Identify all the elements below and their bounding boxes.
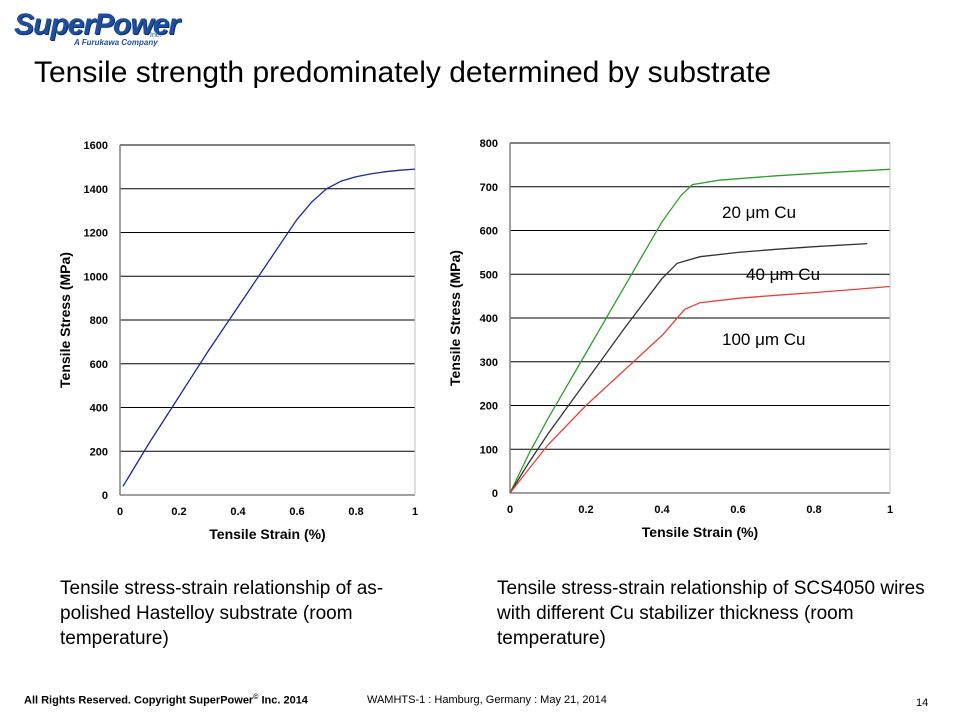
- y-tick-label: 0: [102, 490, 108, 502]
- y-tick-label: 1400: [84, 184, 108, 196]
- scs4050-stress-strain-chart: 0 100 200 300 400 500 600 700 800 0 0.2 0.4 0.6 0.8 1 T…: [447, 138, 893, 540]
- page-number: 14: [916, 697, 929, 709]
- x-tick-label: 0.4: [654, 504, 670, 516]
- series-line-20um-cu: [509, 168, 891, 494]
- x-tick-label: 1: [412, 506, 418, 518]
- x-axis-title: Tensile Strain (%): [642, 524, 758, 540]
- logo-tagline: A Furukawa Company: [74, 38, 158, 47]
- series-annotation: 100 μm Cu: [722, 330, 806, 349]
- x-tick-label: 0.2: [578, 504, 593, 516]
- series-annotation: 20 μm Cu: [722, 203, 796, 222]
- x-tick-label: 0.4: [230, 506, 246, 518]
- logo-inc: Inc.: [150, 32, 162, 39]
- series-line: [122, 168, 416, 487]
- x-tick-label: 0.6: [730, 504, 745, 516]
- y-tick-label: 300: [480, 357, 498, 369]
- caption-left: Tensile stress-strain relationship of as…: [60, 578, 384, 649]
- x-tick-label: 0.2: [171, 506, 186, 518]
- y-tick-label: 600: [480, 226, 498, 238]
- y-tick-label: 200: [480, 401, 498, 413]
- footer-copyright-suffix: Inc. 2014: [258, 694, 308, 707]
- slide-title: Tensile strength predominately determine…: [34, 56, 772, 89]
- hastelloy-stress-strain-chart: 0 200 400 600 800 1000 1200 1400 1600 0 0.2 0.4 0.6 0…: [57, 140, 418, 542]
- y-tick-label: 400: [480, 313, 498, 325]
- y-tick-label: 700: [480, 182, 498, 194]
- y-tick-label: 0: [492, 488, 498, 500]
- y-tick-label: 200: [90, 446, 108, 458]
- x-tick-label: 0: [117, 506, 123, 518]
- y-tick-label: 400: [90, 403, 108, 415]
- footer-copyright-mark: ©: [253, 694, 259, 701]
- footer-event: WAMHTS-1 : Hamburg, Germany : May 21, 20…: [367, 694, 607, 706]
- y-tick-label: 800: [480, 138, 498, 150]
- x-tick-label: 0.8: [348, 506, 363, 518]
- y-tick-label: 1000: [84, 271, 108, 283]
- footer-copyright: All Rights Reserved. Copyright SuperPowe…: [24, 694, 308, 707]
- series-annotation: 40 μm Cu: [746, 265, 820, 284]
- x-tick-label: 0: [507, 504, 513, 516]
- y-axis-title: Tensile Stress (MPa): [447, 250, 463, 386]
- x-tick-label: 1: [887, 504, 893, 516]
- y-tick-label: 600: [90, 359, 108, 371]
- y-axis-title: Tensile Stress (MPa): [57, 252, 73, 388]
- y-tick-label: 100: [480, 444, 498, 456]
- superpower-logo: SuperPower Inc. A Furukawa Company: [14, 8, 180, 48]
- footer-copyright-prefix: All Rights Reserved. Copyright SuperPowe…: [24, 694, 254, 707]
- logo-brand: SuperPower: [14, 8, 180, 41]
- series-line-100um-cu: [509, 285, 891, 494]
- y-tick-label: 500: [480, 269, 498, 281]
- x-axis-title: Tensile Strain (%): [209, 526, 325, 542]
- series-line-40um-cu: [509, 242, 868, 494]
- y-tick-label: 1200: [84, 228, 108, 240]
- caption-right: Tensile stress-strain relationship of SC…: [497, 578, 925, 649]
- x-tick-label: 0.6: [289, 506, 304, 518]
- y-tick-label: 800: [90, 315, 108, 327]
- y-tick-label: 1600: [84, 140, 108, 152]
- x-tick-label: 0.8: [806, 504, 821, 516]
